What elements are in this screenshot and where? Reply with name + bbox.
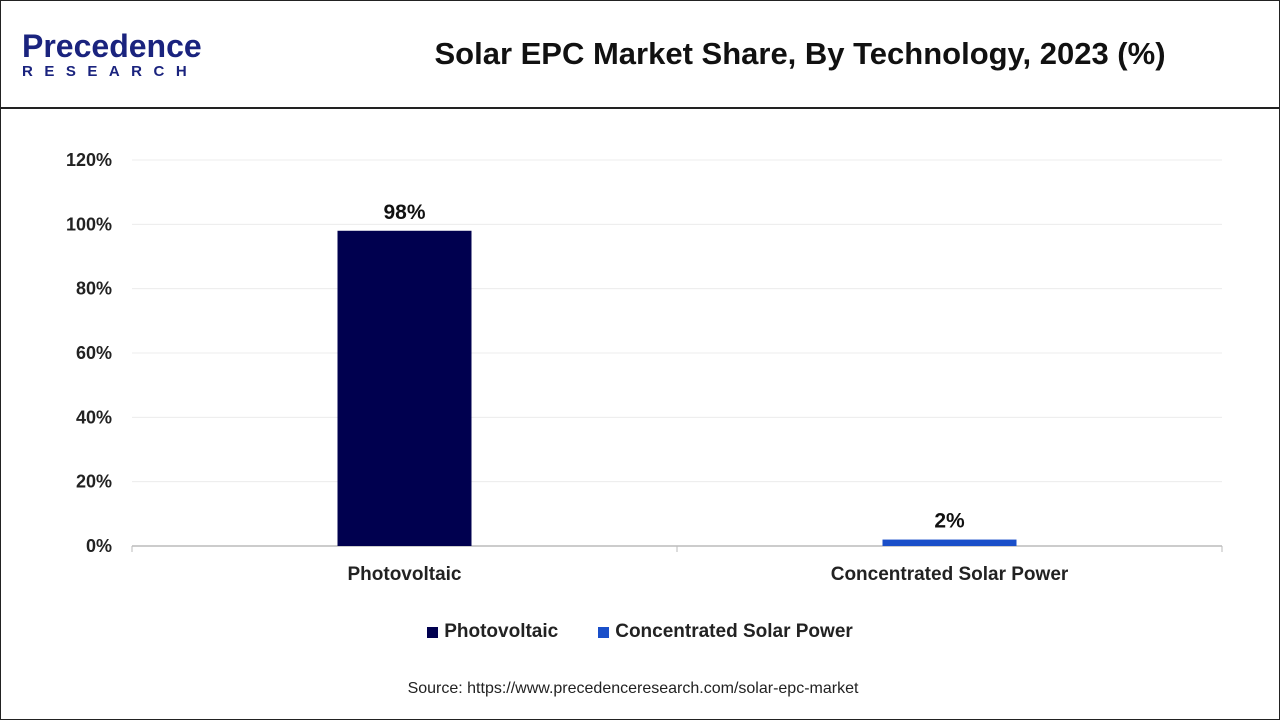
y-tick-label: 0% — [86, 536, 112, 556]
legend-item-csp: Concentrated Solar Power — [598, 621, 853, 643]
legend-label: Concentrated Solar Power — [615, 621, 853, 642]
y-tick-label: 80% — [76, 279, 112, 299]
y-tick-label: 20% — [76, 472, 112, 492]
legend-label: Photovoltaic — [444, 621, 559, 642]
logo-subtext: RESEARCH — [22, 63, 199, 80]
legend: Photovoltaic Concentrated Solar Power — [0, 621, 1280, 643]
data-label: 2% — [934, 510, 965, 533]
legend-swatch — [427, 626, 439, 638]
y-tick-label: 40% — [76, 407, 112, 427]
legend-item-photovoltaic: Photovoltaic — [427, 621, 558, 643]
data-label: 98% — [383, 201, 425, 224]
logo-text: Precedence — [22, 28, 202, 64]
x-tick-label: Concentrated Solar Power — [831, 564, 1069, 585]
y-tick-label: 100% — [66, 214, 112, 234]
source-note: Source: https://www.precedenceresearch.c… — [407, 680, 859, 697]
precedence-research-logo: Precedence RESEARCH — [22, 30, 202, 80]
bar-concentrated-solar-power — [882, 539, 1017, 546]
header: Precedence RESEARCH Solar EPC Market Sha… — [0, 0, 1280, 109]
y-tick-label: 60% — [76, 343, 112, 363]
bar-photovoltaic — [337, 230, 472, 546]
y-tick-label: 120% — [66, 150, 112, 170]
chart-title: Solar EPC Market Share, By Technology, 2… — [434, 36, 1166, 71]
legend-swatch — [598, 626, 610, 638]
x-tick-label: Photovoltaic — [347, 564, 461, 585]
